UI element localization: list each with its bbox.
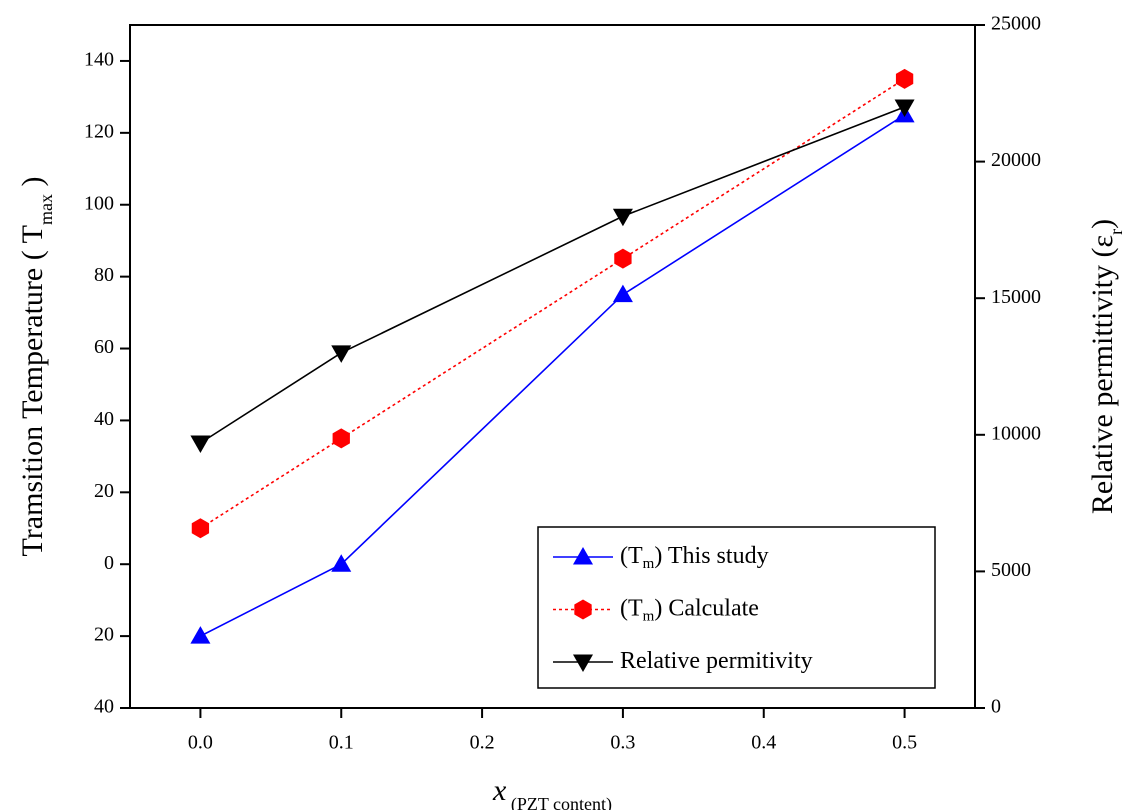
marker bbox=[331, 345, 352, 363]
legend-marker bbox=[574, 599, 592, 620]
legend-marker bbox=[573, 547, 593, 565]
series-line bbox=[200, 114, 906, 637]
label-part: max bbox=[36, 194, 56, 225]
y-tick-label: 60 bbox=[94, 336, 114, 358]
plot-frame bbox=[129, 24, 976, 709]
marker bbox=[612, 208, 633, 227]
x-tick-label: 0.3 bbox=[610, 732, 635, 754]
label-part: Tramsition Temperature ( T bbox=[16, 225, 49, 556]
marker bbox=[332, 428, 350, 449]
label-part: ) This study bbox=[654, 543, 768, 569]
legend-label: Relative permitivity bbox=[620, 648, 813, 674]
y-tick-label: 100 bbox=[84, 192, 114, 214]
label-part: ) bbox=[16, 177, 49, 195]
y-tick-label: 40 bbox=[94, 408, 114, 430]
x-tick-label: 0.5 bbox=[892, 732, 917, 754]
y-tick-label: 40 bbox=[94, 696, 114, 718]
x-tick-label: 0.1 bbox=[329, 732, 354, 754]
y2-tick-label: 0 bbox=[991, 696, 1001, 718]
x-tick-label: 0.0 bbox=[188, 732, 213, 754]
marker bbox=[614, 248, 632, 269]
label-part: (T bbox=[620, 595, 643, 621]
y2-tick-label: 25000 bbox=[991, 13, 1041, 35]
y-tick-label: 20 bbox=[94, 624, 114, 646]
label-part: Relative permittivity (ε bbox=[1086, 235, 1119, 514]
label-part: m bbox=[643, 609, 655, 625]
label-part: x bbox=[492, 774, 507, 807]
label-part: r bbox=[1106, 229, 1122, 235]
y2-axis-label: Relative permittivity (εr) bbox=[1086, 219, 1122, 514]
y2-tick-label: 20000 bbox=[991, 149, 1041, 171]
legend-label: (Tm) Calculate bbox=[620, 595, 759, 625]
y-tick-label: 140 bbox=[84, 49, 114, 71]
y2-tick-label: 15000 bbox=[991, 286, 1041, 308]
x-axis-label: x (PZT content) bbox=[492, 774, 612, 810]
y-tick-label: 80 bbox=[94, 264, 114, 286]
marker bbox=[191, 518, 210, 539]
x-tick-label: 0.4 bbox=[751, 732, 776, 754]
x-tick-label: 0.2 bbox=[470, 732, 495, 754]
y2-tick-label: 5000 bbox=[991, 559, 1031, 581]
y-tick-label: 20 bbox=[94, 480, 114, 502]
legend-box bbox=[537, 526, 936, 689]
marker bbox=[190, 626, 211, 644]
marker bbox=[895, 68, 914, 89]
marker bbox=[331, 554, 352, 572]
label-part: ) Calculate bbox=[654, 595, 759, 621]
marker bbox=[894, 99, 915, 117]
label-part: m bbox=[643, 556, 655, 572]
legend-label: (Tm) This study bbox=[620, 543, 769, 573]
y-tick-label: 120 bbox=[84, 120, 114, 142]
label-part: ) bbox=[1086, 219, 1119, 229]
label-part: Relative permitivity bbox=[620, 648, 813, 674]
y-axis-label: Tramsition Temperature ( Tmax ) bbox=[16, 177, 56, 557]
y-tick-label: 0 bbox=[104, 552, 114, 574]
legend-marker bbox=[573, 654, 593, 672]
marker bbox=[190, 435, 211, 453]
y2-tick-label: 10000 bbox=[991, 422, 1041, 444]
marker bbox=[612, 284, 633, 303]
label-part: (PZT content) bbox=[506, 794, 612, 810]
series-line bbox=[199, 106, 905, 444]
label-part: (T bbox=[620, 543, 643, 569]
series-line bbox=[199, 78, 906, 529]
